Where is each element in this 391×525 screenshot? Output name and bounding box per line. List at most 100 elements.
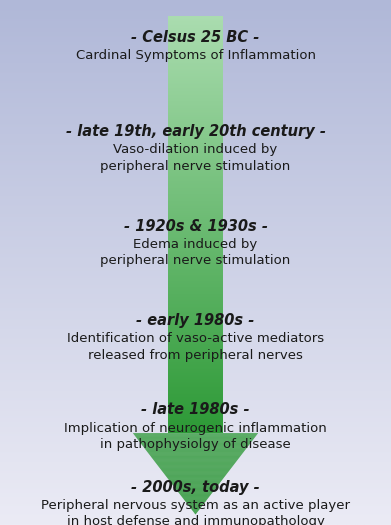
- Bar: [168, 394, 223, 395]
- Bar: [168, 379, 223, 380]
- Bar: [168, 202, 223, 204]
- Bar: [168, 260, 223, 262]
- Polygon shape: [170, 481, 221, 482]
- Polygon shape: [188, 505, 203, 506]
- Bar: [168, 80, 223, 81]
- Bar: [168, 305, 223, 307]
- Bar: [168, 247, 223, 248]
- Bar: [168, 245, 223, 247]
- Polygon shape: [187, 503, 204, 504]
- Bar: [168, 197, 223, 198]
- Bar: [168, 268, 223, 269]
- Bar: [168, 395, 223, 397]
- Bar: [168, 352, 223, 354]
- Bar: [168, 119, 223, 120]
- Bar: [168, 178, 223, 180]
- Bar: [168, 318, 223, 319]
- Polygon shape: [160, 468, 231, 469]
- Bar: [168, 93, 223, 95]
- Text: - 2000s, today -: - 2000s, today -: [131, 479, 260, 495]
- Bar: [168, 298, 223, 300]
- Bar: [168, 415, 223, 416]
- Polygon shape: [145, 448, 246, 449]
- Polygon shape: [143, 446, 248, 447]
- Bar: [168, 326, 223, 328]
- Bar: [168, 266, 223, 268]
- Bar: [168, 256, 223, 258]
- Bar: [168, 329, 223, 330]
- Polygon shape: [177, 490, 214, 491]
- Bar: [168, 404, 223, 405]
- Bar: [168, 411, 223, 412]
- Bar: [168, 382, 223, 383]
- Bar: [168, 316, 223, 318]
- Polygon shape: [139, 440, 252, 441]
- Bar: [168, 97, 223, 98]
- Bar: [168, 309, 223, 311]
- Bar: [168, 223, 223, 225]
- Polygon shape: [184, 499, 207, 500]
- Bar: [168, 191, 223, 193]
- Bar: [168, 146, 223, 148]
- Bar: [168, 101, 223, 102]
- Bar: [168, 216, 223, 217]
- Bar: [168, 232, 223, 233]
- Bar: [168, 215, 223, 216]
- Bar: [168, 269, 223, 270]
- Bar: [168, 219, 223, 220]
- Bar: [168, 350, 223, 351]
- Bar: [168, 28, 223, 29]
- Bar: [168, 121, 223, 123]
- Polygon shape: [145, 449, 246, 450]
- Bar: [168, 170, 223, 172]
- Bar: [168, 84, 223, 85]
- Bar: [168, 177, 223, 178]
- Polygon shape: [163, 471, 228, 472]
- Bar: [168, 423, 223, 425]
- Text: Peripheral nervous system as an active player
in host defense and immunopatholog: Peripheral nervous system as an active p…: [41, 499, 350, 525]
- Polygon shape: [148, 453, 243, 454]
- Bar: [168, 81, 223, 82]
- Bar: [168, 430, 223, 432]
- Bar: [168, 234, 223, 236]
- Bar: [168, 173, 223, 174]
- Polygon shape: [137, 438, 254, 439]
- Bar: [168, 222, 223, 223]
- Bar: [168, 204, 223, 205]
- Bar: [168, 148, 223, 149]
- Bar: [168, 403, 223, 404]
- Polygon shape: [176, 489, 215, 490]
- Bar: [168, 241, 223, 243]
- Bar: [168, 137, 223, 138]
- Bar: [168, 308, 223, 309]
- Bar: [168, 377, 223, 379]
- Bar: [168, 292, 223, 294]
- Bar: [168, 89, 223, 91]
- Bar: [168, 129, 223, 130]
- Bar: [168, 211, 223, 212]
- Bar: [168, 414, 223, 415]
- Bar: [168, 375, 223, 376]
- Bar: [168, 230, 223, 232]
- Polygon shape: [163, 472, 228, 473]
- Polygon shape: [191, 509, 200, 510]
- Bar: [168, 138, 223, 140]
- Bar: [168, 114, 223, 116]
- Polygon shape: [156, 463, 235, 464]
- Bar: [168, 16, 223, 17]
- Bar: [168, 356, 223, 358]
- Bar: [168, 323, 223, 324]
- Polygon shape: [176, 488, 215, 489]
- Polygon shape: [188, 504, 203, 505]
- Bar: [168, 58, 223, 59]
- Bar: [168, 113, 223, 114]
- Bar: [168, 345, 223, 347]
- Bar: [168, 198, 223, 200]
- Bar: [168, 237, 223, 238]
- Bar: [168, 46, 223, 48]
- Polygon shape: [154, 461, 237, 462]
- Bar: [168, 392, 223, 393]
- Bar: [168, 408, 223, 410]
- Bar: [168, 311, 223, 312]
- Bar: [168, 49, 223, 50]
